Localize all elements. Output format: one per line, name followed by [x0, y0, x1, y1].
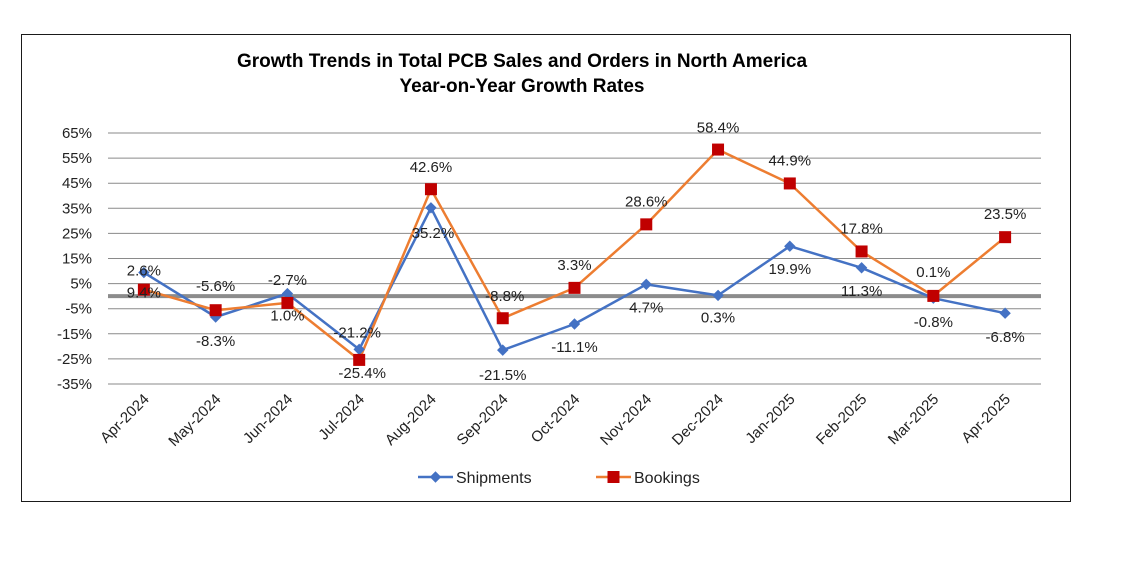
y-tick-label: 15% [62, 251, 92, 268]
point-shipments [425, 202, 437, 214]
point-shipments [855, 262, 868, 274]
chart-frame [21, 34, 1071, 502]
data-label-bookings: 42.6% [410, 159, 453, 176]
series-markers [137, 143, 1012, 366]
y-axis-ticks: 65% 55% 45% 35% 25% 15% 5% -5% -15% -25% -35% [57, 125, 92, 393]
legend-marker-bookings [607, 471, 620, 483]
point-shipments [640, 278, 652, 291]
data-label-bookings: -25.4% [338, 365, 386, 382]
x-tick-label: Dec-2024 [669, 391, 727, 449]
x-tick-label: Nov-2024 [597, 391, 655, 449]
point-bookings [783, 177, 796, 190]
data-label-bookings: 17.8% [840, 220, 883, 237]
point-bookings [281, 296, 294, 309]
point-bookings [927, 289, 940, 302]
data-label-shipments: -21.2% [333, 324, 381, 341]
point-bookings [999, 231, 1012, 244]
point-bookings [424, 183, 437, 196]
data-label-shipments: 1.0% [270, 308, 304, 325]
legend-marker-shipments [429, 471, 442, 483]
data-label-bookings: 2.6% [127, 263, 161, 280]
point-shipments [138, 266, 150, 279]
chart-subtitle: Year-on-Year Growth Rates [400, 76, 645, 97]
chart-title: Growth Trends in Total PCB Sales and Ord… [237, 51, 808, 72]
x-tick-label: May-2024 [165, 391, 224, 450]
y-tick-label: -15% [57, 326, 92, 343]
data-label-bookings: 44.9% [769, 152, 812, 169]
x-tick-label: Sep-2024 [454, 391, 512, 449]
y-tick-label: 25% [62, 225, 92, 242]
point-bookings [209, 304, 222, 317]
y-tick-label: 35% [62, 200, 92, 217]
x-tick-label: Feb-2025 [813, 391, 870, 448]
data-label-shipments: 35.2% [412, 225, 455, 242]
point-bookings [712, 143, 725, 156]
point-shipments [712, 289, 724, 302]
data-label-bookings: 28.6% [625, 193, 668, 210]
data-label-bookings: -2.7% [268, 272, 307, 289]
x-tick-label: Jan-2025 [742, 391, 798, 447]
x-tick-label: Apr-2025 [958, 391, 1014, 447]
data-label-bookings: 23.5% [984, 206, 1027, 223]
data-label-shipments: 9.4% [127, 285, 161, 302]
data-label-bookings: 58.4% [697, 120, 740, 137]
point-shipments [999, 307, 1011, 319]
x-tick-label: Jul-2024 [315, 391, 368, 444]
data-label-shipments: 11.3% [841, 283, 882, 300]
x-tick-label: Apr-2024 [97, 391, 153, 447]
point-bookings [640, 218, 653, 231]
y-tick-label: -25% [57, 351, 92, 368]
y-tick-label: -35% [57, 376, 92, 393]
x-axis-ticks: Apr-2024 May-2024 Jun-2024 Jul-2024 Aug-2024… [97, 391, 1014, 450]
legend-label: Shipments [456, 470, 532, 487]
data-label-shipments: -21.5% [479, 367, 527, 384]
y-tick-label: 45% [62, 175, 92, 192]
legend-label: Bookings [634, 470, 700, 487]
data-label-bookings: 0.1% [916, 264, 950, 281]
y-tick-label: 5% [70, 276, 92, 293]
gridlines [108, 132, 1041, 385]
point-shipments [497, 344, 509, 356]
x-tick-label: Jun-2024 [240, 391, 296, 447]
data-label-bookings: -5.6% [196, 278, 235, 295]
point-bookings [855, 245, 868, 258]
x-tick-label: Oct-2024 [528, 391, 584, 447]
y-tick-label: -5% [65, 301, 92, 318]
y-tick-label: 55% [62, 150, 92, 167]
data-label-shipments: -6.8% [986, 329, 1025, 346]
point-bookings [353, 353, 366, 366]
data-label-bookings: -8.8% [485, 288, 524, 305]
y-tick-label: 65% [62, 125, 92, 142]
data-label-shipments: 4.7% [629, 299, 663, 316]
point-bookings [496, 312, 509, 325]
x-tick-label: Aug-2024 [382, 391, 440, 449]
data-labels: 9.4% -8.3% 1.0% -21.2% 35.2% -21.5% -11.1% 4.7%… [127, 120, 1027, 385]
point-shipments [568, 318, 581, 330]
data-label-shipments: -8.3% [196, 333, 235, 350]
data-label-shipments: 19.9% [769, 261, 812, 278]
data-label-shipments: -11.1% [551, 339, 597, 356]
legend: Shipments Bookings [418, 470, 700, 487]
point-shipments [784, 240, 796, 252]
data-label-bookings: 3.3% [557, 257, 591, 274]
point-bookings [568, 281, 581, 294]
data-label-shipments: -0.8% [914, 314, 953, 331]
x-tick-label: Mar-2025 [885, 391, 942, 448]
data-label-shipments: 0.3% [701, 309, 735, 326]
point-bookings [137, 283, 150, 296]
